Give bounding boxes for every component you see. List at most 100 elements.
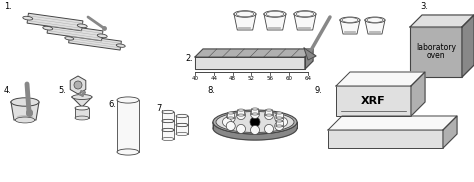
Bar <box>252 109 258 114</box>
Polygon shape <box>72 97 92 107</box>
Ellipse shape <box>236 11 254 17</box>
Ellipse shape <box>342 18 358 22</box>
Ellipse shape <box>162 110 174 114</box>
Bar <box>176 116 188 125</box>
Bar <box>162 121 174 130</box>
Text: 9.: 9. <box>315 86 323 95</box>
Circle shape <box>226 114 235 122</box>
Ellipse shape <box>162 137 174 141</box>
Bar <box>265 110 273 115</box>
Ellipse shape <box>97 34 107 38</box>
Text: laboratory: laboratory <box>416 43 456 52</box>
Polygon shape <box>411 72 425 116</box>
Text: 52: 52 <box>248 76 255 81</box>
Circle shape <box>237 111 246 120</box>
Ellipse shape <box>234 11 256 17</box>
Polygon shape <box>304 48 316 60</box>
Ellipse shape <box>176 132 188 136</box>
Bar <box>176 125 188 134</box>
Polygon shape <box>305 49 313 69</box>
Ellipse shape <box>117 97 139 103</box>
Circle shape <box>264 124 273 133</box>
Bar <box>227 113 234 118</box>
Ellipse shape <box>117 149 139 155</box>
Polygon shape <box>365 20 385 34</box>
Ellipse shape <box>15 117 35 123</box>
Text: XRF: XRF <box>361 96 386 106</box>
Ellipse shape <box>43 26 53 30</box>
Circle shape <box>222 118 231 126</box>
Ellipse shape <box>265 109 273 111</box>
Polygon shape <box>462 15 474 77</box>
Ellipse shape <box>162 128 174 132</box>
Circle shape <box>250 117 260 127</box>
Ellipse shape <box>296 11 314 17</box>
Circle shape <box>275 114 284 122</box>
Ellipse shape <box>75 116 89 120</box>
Circle shape <box>250 126 259 134</box>
Polygon shape <box>69 34 121 50</box>
Polygon shape <box>294 14 316 30</box>
Text: 7.: 7. <box>156 104 164 113</box>
Ellipse shape <box>237 114 245 116</box>
Ellipse shape <box>252 108 258 110</box>
Ellipse shape <box>276 117 283 119</box>
Polygon shape <box>443 116 457 148</box>
Bar <box>75 108 89 118</box>
Ellipse shape <box>252 113 258 115</box>
Circle shape <box>237 124 246 133</box>
Polygon shape <box>328 116 457 130</box>
Ellipse shape <box>340 17 360 23</box>
Text: 44: 44 <box>210 76 218 81</box>
Polygon shape <box>410 15 474 27</box>
Ellipse shape <box>116 44 125 47</box>
Circle shape <box>74 81 82 89</box>
Circle shape <box>264 111 273 120</box>
Polygon shape <box>213 122 297 140</box>
Ellipse shape <box>237 109 245 111</box>
Ellipse shape <box>216 112 294 132</box>
Ellipse shape <box>23 16 33 20</box>
Ellipse shape <box>176 114 188 118</box>
Text: 60: 60 <box>286 76 292 81</box>
Ellipse shape <box>276 112 283 114</box>
Ellipse shape <box>367 18 383 22</box>
Polygon shape <box>27 13 83 31</box>
Circle shape <box>275 122 284 130</box>
Polygon shape <box>336 72 425 86</box>
Ellipse shape <box>65 37 74 40</box>
Ellipse shape <box>176 123 188 127</box>
Circle shape <box>279 118 288 126</box>
Ellipse shape <box>365 17 385 23</box>
Ellipse shape <box>264 11 286 17</box>
Text: oven: oven <box>427 52 445 60</box>
Ellipse shape <box>294 11 316 17</box>
Text: 48: 48 <box>229 76 236 81</box>
Circle shape <box>226 122 235 130</box>
Polygon shape <box>11 102 39 120</box>
Text: 5.: 5. <box>58 86 66 95</box>
Bar <box>117 100 139 152</box>
Bar <box>162 112 174 121</box>
Ellipse shape <box>17 115 33 119</box>
Ellipse shape <box>213 110 297 134</box>
Polygon shape <box>195 49 313 57</box>
Ellipse shape <box>276 125 283 127</box>
Bar <box>410 27 462 77</box>
Text: 8.: 8. <box>207 86 215 95</box>
Bar <box>276 121 283 126</box>
Ellipse shape <box>75 106 89 110</box>
Polygon shape <box>234 14 256 30</box>
Text: 6.: 6. <box>108 100 116 109</box>
Bar <box>162 130 174 139</box>
Ellipse shape <box>176 123 188 127</box>
Ellipse shape <box>276 120 283 122</box>
Text: 2.: 2. <box>185 54 193 63</box>
Circle shape <box>250 110 259 118</box>
Ellipse shape <box>72 94 92 100</box>
Text: 4.: 4. <box>4 86 12 95</box>
Ellipse shape <box>266 11 284 17</box>
Ellipse shape <box>162 119 174 123</box>
Ellipse shape <box>227 112 234 114</box>
Polygon shape <box>47 23 103 41</box>
